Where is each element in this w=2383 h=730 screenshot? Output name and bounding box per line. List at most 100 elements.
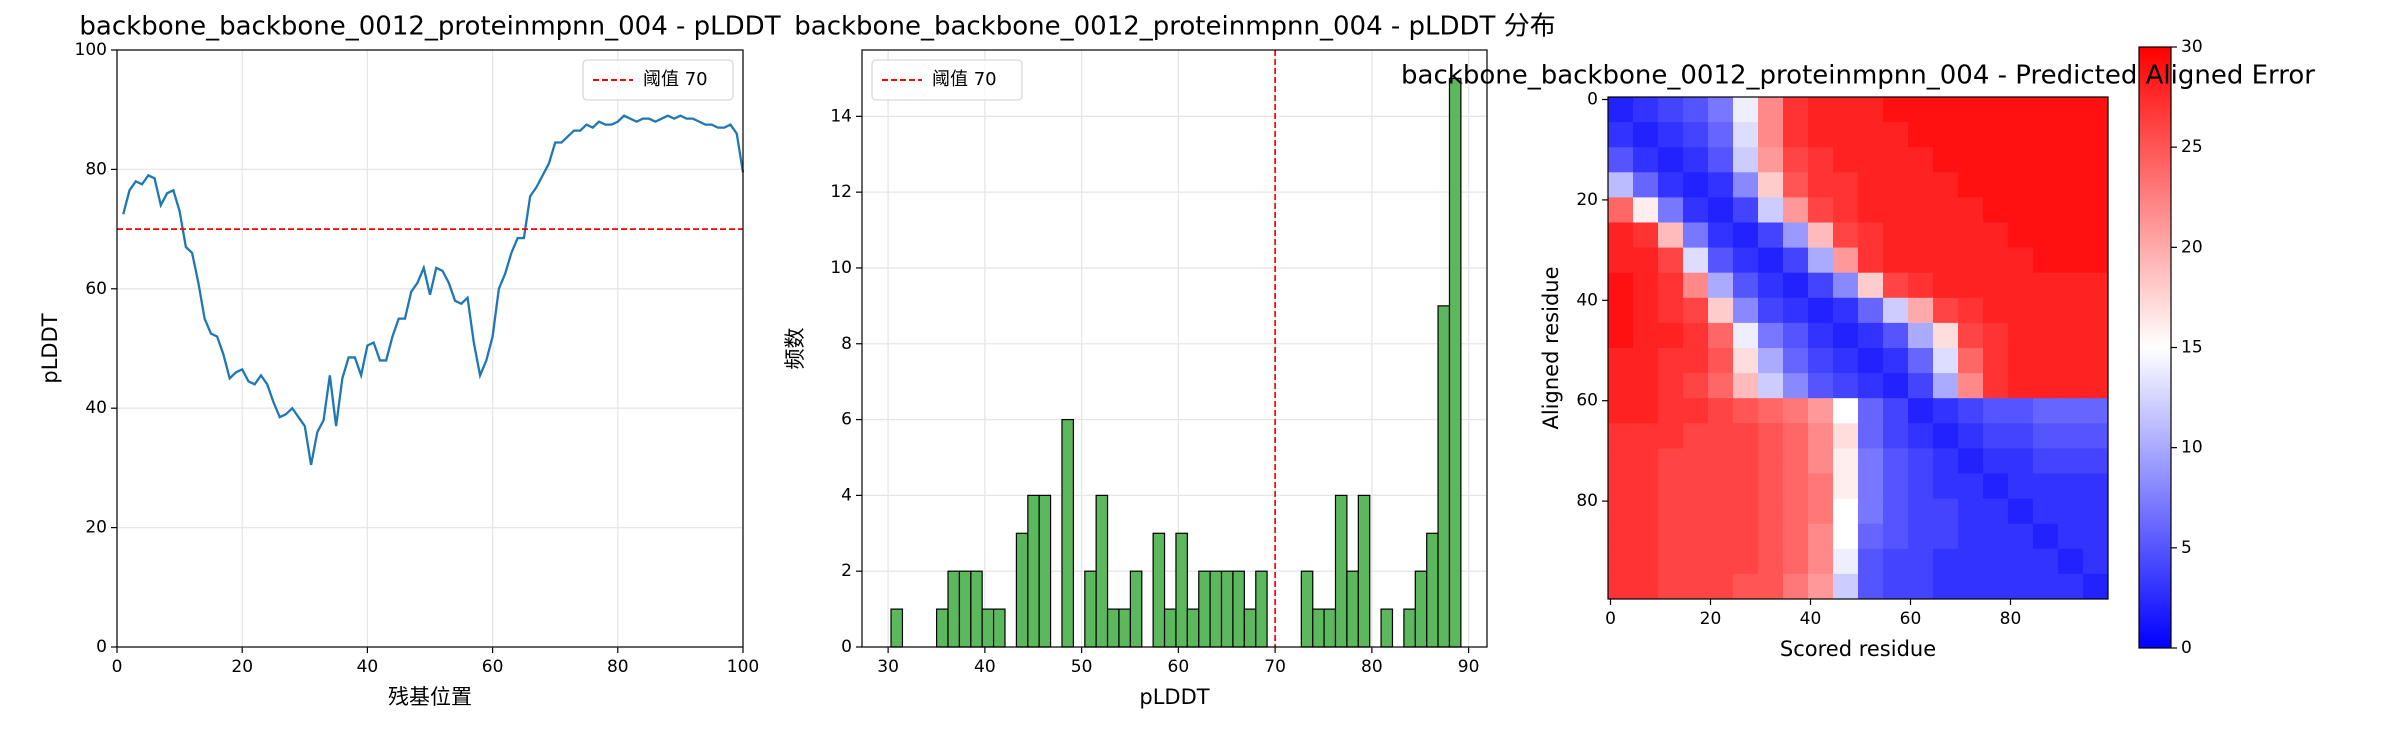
heatmap-cell bbox=[1858, 222, 1884, 249]
hist-bar bbox=[1448, 77, 1462, 648]
heatmap-cell bbox=[1808, 448, 1834, 474]
x-tick-label: 0 bbox=[1605, 609, 1616, 629]
heatmap-cell bbox=[1908, 473, 1934, 500]
hist-bar bbox=[958, 570, 972, 648]
heatmap-cell bbox=[1858, 398, 1884, 424]
heatmap-cell bbox=[1983, 498, 2009, 525]
heatmap-cell bbox=[1733, 322, 1759, 349]
axes-frame bbox=[116, 49, 744, 648]
hist-bar bbox=[1186, 608, 1200, 648]
heatmap-cell bbox=[2008, 473, 2034, 500]
heatmap-cell bbox=[1708, 222, 1734, 249]
hist-bar bbox=[970, 570, 983, 648]
heatmap-cell bbox=[1658, 448, 1684, 474]
x-axis-label: 残基位置 bbox=[388, 685, 472, 709]
heatmap-cell bbox=[1908, 147, 1934, 173]
heatmap-cell bbox=[1858, 373, 1884, 399]
heatmap-cell bbox=[1758, 423, 1784, 449]
heatmap-cell bbox=[1958, 122, 1984, 148]
heatmap-cell bbox=[1933, 122, 1959, 148]
heatmap-cell bbox=[1608, 448, 1634, 474]
heatmap-cell bbox=[1883, 423, 1909, 449]
heatmap-cell bbox=[1733, 498, 1759, 525]
heatmap-cell bbox=[1883, 172, 1909, 198]
heatmap-cell bbox=[1883, 498, 1909, 525]
heatmap-cell bbox=[1733, 348, 1759, 374]
heatmap-cell bbox=[1658, 247, 1684, 274]
heatmap-cell bbox=[1683, 172, 1709, 198]
heatmap-cell bbox=[1758, 373, 1784, 399]
y-tick-label: 60 bbox=[85, 279, 107, 299]
heatmap-cell bbox=[2083, 322, 2109, 349]
hist-bar bbox=[947, 570, 961, 648]
heatmap-cell bbox=[1908, 448, 1934, 474]
x-tick-label: 60 bbox=[1168, 657, 1190, 677]
heatmap-cell bbox=[1708, 548, 1734, 575]
heatmap-cell bbox=[1883, 523, 1909, 550]
heatmap-cell bbox=[1858, 473, 1884, 500]
heatmap-cell bbox=[1833, 147, 1859, 173]
heatmap-cell bbox=[2058, 122, 2084, 148]
heatmap-cell bbox=[1933, 197, 1959, 223]
heatmap-cell bbox=[1958, 498, 1984, 525]
heatmap-cell bbox=[1958, 523, 1984, 550]
heatmap-cell bbox=[1658, 172, 1684, 198]
heatmap-cell bbox=[1633, 122, 1659, 148]
heatmap-cell bbox=[1733, 147, 1759, 173]
heatmap-cell bbox=[1783, 423, 1809, 449]
hist-bar bbox=[1403, 608, 1416, 648]
heatmap-cell bbox=[1833, 523, 1859, 550]
heatmap-cell bbox=[1608, 348, 1634, 374]
heatmap-cell bbox=[2083, 548, 2109, 575]
hist-bar bbox=[1323, 608, 1337, 648]
heatmap-cell bbox=[1733, 423, 1759, 449]
hist-bar bbox=[1209, 570, 1223, 648]
heatmap-cell bbox=[2058, 548, 2084, 575]
heatmap-cell bbox=[1883, 373, 1909, 399]
y-tick-label: 4 bbox=[841, 485, 852, 505]
heatmap-cell bbox=[1733, 97, 1759, 123]
heatmap-cell bbox=[1933, 222, 1959, 249]
heatmap-cell bbox=[1683, 523, 1709, 550]
heatmap-cell bbox=[1833, 498, 1859, 525]
heatmap-cell bbox=[1783, 197, 1809, 223]
heatmap-cell bbox=[1933, 297, 1959, 324]
heatmap-cell bbox=[1708, 498, 1734, 525]
hist-bar bbox=[1346, 570, 1359, 648]
heatmap-cell bbox=[1808, 523, 1834, 550]
heatmap-cell bbox=[1783, 122, 1809, 148]
heatmap-cell bbox=[1683, 373, 1709, 399]
hist-bar bbox=[981, 608, 995, 648]
heatmap-cell bbox=[2033, 222, 2059, 249]
heatmap-cell bbox=[1733, 573, 1759, 600]
hist-bar bbox=[1243, 608, 1257, 648]
heatmap-cell bbox=[1708, 172, 1734, 198]
heatmap-cell bbox=[1708, 448, 1734, 474]
heatmap-cell bbox=[2008, 172, 2034, 198]
heatmap-cell bbox=[1883, 322, 1909, 349]
heatmap-cell bbox=[1883, 97, 1909, 123]
heatmap-cell bbox=[1983, 322, 2009, 349]
colorbar bbox=[2138, 46, 2172, 649]
heatmap-cell bbox=[1833, 197, 1859, 223]
heatmap-cell bbox=[1633, 322, 1659, 349]
hist-bar bbox=[1198, 570, 1211, 648]
heatmap-cell bbox=[1833, 122, 1859, 148]
heatmap-cell bbox=[1708, 348, 1734, 374]
heatmap-cell bbox=[1633, 373, 1659, 399]
heatmap-cell bbox=[1783, 373, 1809, 399]
heatmap-cell bbox=[1808, 398, 1834, 424]
heatmap-cell bbox=[1833, 348, 1859, 374]
y-tick-label: 20 bbox=[85, 518, 107, 538]
heatmap-cell bbox=[2083, 498, 2109, 525]
heatmap-cell bbox=[2058, 473, 2084, 500]
heatmap-cell bbox=[1608, 423, 1634, 449]
heatmap-cell bbox=[1733, 197, 1759, 223]
heatmap-cell bbox=[1683, 272, 1709, 299]
heatmap-cell bbox=[1683, 423, 1709, 449]
heatmap-cell bbox=[1983, 172, 2009, 198]
heatmap-cell bbox=[1958, 97, 1984, 123]
heatmap-cell bbox=[1783, 222, 1809, 249]
heatmap-cell bbox=[2083, 448, 2109, 474]
heatmap-cell bbox=[2058, 423, 2084, 449]
